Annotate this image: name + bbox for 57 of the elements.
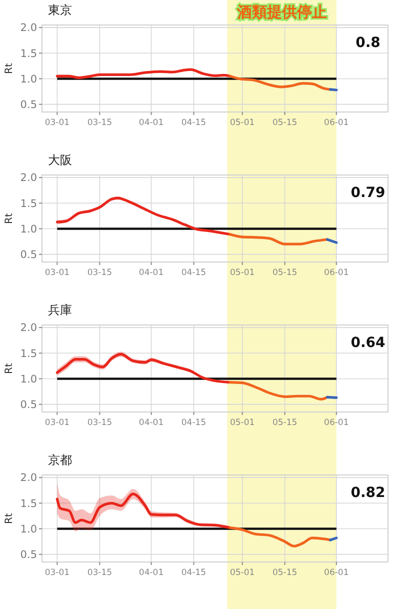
y-tick-label: 1.5 (20, 498, 37, 510)
x-tick-label: 03-15 (87, 118, 112, 128)
y-axis-title: Rt (4, 212, 15, 224)
y-tick-label: 1.5 (20, 198, 37, 210)
x-tick-label: 04-15 (181, 268, 206, 278)
chart-title: 大阪 (48, 153, 72, 167)
y-axis-title: Rt (4, 62, 15, 74)
x-tick-label: 03-01 (44, 418, 70, 428)
y-tick-label: 0.5 (20, 399, 37, 411)
y-tick-label: 0.5 (20, 99, 37, 111)
x-tick-label: 04-01 (138, 568, 164, 578)
x-tick-label: 04-15 (181, 118, 206, 128)
x-tick-label: 05-01 (230, 268, 255, 278)
x-tick-label: 06-01 (324, 568, 349, 578)
x-tick-label: 03-01 (44, 268, 70, 278)
x-tick-label: 06-01 (324, 418, 349, 428)
y-tick-label: 1.0 (20, 373, 37, 386)
y-tick-label: 1.5 (20, 348, 37, 360)
chart-title: 東京 (48, 3, 72, 17)
y-tick-label: 2.0 (20, 322, 37, 334)
x-tick-label: 05-15 (272, 418, 298, 428)
y-tick-label: 1.0 (20, 523, 37, 536)
x-tick-label: 05-01 (230, 418, 255, 428)
x-tick-label: 03-15 (87, 418, 112, 428)
x-tick-label: 03-01 (44, 118, 70, 128)
chart-title: 兵庫 (48, 303, 72, 317)
y-axis-title: Rt (4, 362, 15, 374)
x-tick-label: 05-01 (230, 568, 255, 578)
x-tick-label: 04-01 (138, 418, 164, 428)
y-axis-title: Rt (4, 512, 15, 524)
y-tick-label: 2.0 (20, 172, 37, 184)
chart-title: 京都 (48, 453, 72, 467)
y-tick-label: 2.0 (20, 22, 37, 34)
y-tick-label: 1.0 (20, 223, 37, 236)
y-tick-label: 0.5 (20, 549, 37, 561)
x-tick-label: 04-01 (138, 118, 164, 128)
annotation: 0.64 (350, 335, 386, 351)
y-tick-label: 2.0 (20, 472, 37, 484)
band-label: 酒類提供停止 (236, 3, 327, 21)
annotation: 0.82 (350, 485, 386, 501)
x-tick-label: 04-01 (138, 268, 164, 278)
x-tick-label: 03-15 (87, 568, 112, 578)
annotation: 0.8 (356, 35, 380, 51)
x-tick-label: 04-15 (181, 568, 206, 578)
x-tick-label: 04-15 (181, 418, 206, 428)
x-tick-label: 05-15 (272, 268, 298, 278)
y-tick-label: 1.5 (20, 48, 37, 60)
x-tick-label: 05-15 (272, 118, 298, 128)
x-tick-label: 03-15 (87, 268, 112, 278)
x-tick-label: 05-01 (230, 118, 255, 128)
x-tick-label: 06-01 (324, 118, 349, 128)
x-tick-label: 03-01 (44, 568, 70, 578)
y-tick-label: 1.0 (20, 73, 37, 86)
annotation: 0.79 (350, 185, 386, 201)
y-tick-label: 0.5 (20, 249, 37, 261)
x-tick-label: 05-15 (272, 568, 298, 578)
x-tick-label: 06-01 (324, 268, 349, 278)
